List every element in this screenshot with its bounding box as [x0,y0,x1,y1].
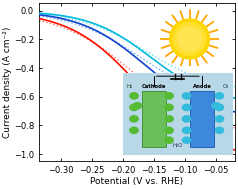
X-axis label: Potential (V vs. RHE): Potential (V vs. RHE) [90,177,183,186]
Y-axis label: Current density (A cm⁻²): Current density (A cm⁻²) [4,27,12,138]
